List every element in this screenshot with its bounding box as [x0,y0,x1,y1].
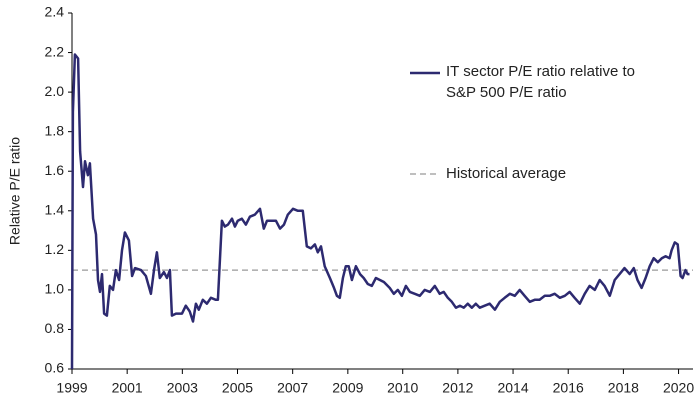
x-tick-label: 2007 [277,380,308,396]
x-tick-label: 2018 [608,380,639,396]
y-tick-label: 2.0 [45,83,65,99]
y-tick-label: 1.4 [45,201,65,217]
x-tick-label: 2005 [222,380,253,396]
y-tick-label: 1.8 [45,122,65,138]
x-tick-label: 2003 [167,380,198,396]
y-tick-label: 2.2 [45,43,65,59]
data-line [70,53,690,370]
y-tick-label: 2.4 [45,4,65,20]
x-tick-label: 2014 [497,380,528,396]
x-tick-label: 2012 [442,380,473,396]
y-tick-label: 1.6 [45,162,65,178]
x-tick-label: 2001 [112,380,143,396]
y-tick-label: 1.0 [45,281,65,297]
y-tick-label: 1.2 [45,241,65,257]
x-tick-label: 1999 [56,380,87,396]
x-tick-label: 2009 [332,380,363,396]
legend-label: IT sector P/E ratio relative to S&P 500 … [446,63,635,101]
y-tick-label: 0.6 [45,360,65,376]
legend-label: Historical average [446,165,567,182]
x-tick-label: 2010 [387,380,418,396]
y-axis-label: Relative P/E ratio [7,137,23,245]
x-tick-label: 2020 [663,380,694,396]
x-tick-label: 2016 [553,380,584,396]
y-tick-label: 0.8 [45,320,65,336]
